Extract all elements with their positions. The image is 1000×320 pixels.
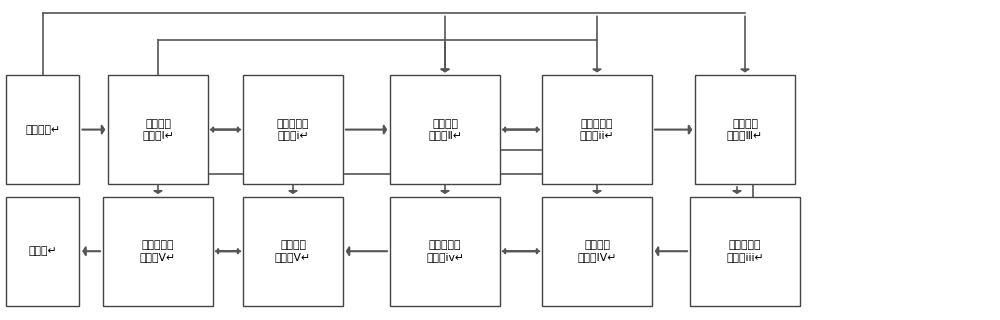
Text: 透光管式
反应器Ⅲ↵: 透光管式 反应器Ⅲ↵ (727, 119, 763, 140)
FancyBboxPatch shape (542, 75, 652, 184)
FancyBboxPatch shape (695, 75, 795, 184)
Text: 不透光管式
反应器iv↵: 不透光管式 反应器iv↵ (426, 240, 464, 262)
Text: 不透光管式
反应器ii↵: 不透光管式 反应器ii↵ (580, 119, 614, 140)
Text: 原水水箱↵: 原水水箱↵ (25, 124, 61, 135)
Text: 透光管式
反应器V↵: 透光管式 反应器V↵ (275, 240, 311, 262)
FancyBboxPatch shape (243, 197, 343, 306)
FancyBboxPatch shape (390, 75, 500, 184)
FancyBboxPatch shape (108, 75, 208, 184)
Text: 透光管式
反应器Ⅱ↵: 透光管式 反应器Ⅱ↵ (428, 119, 462, 140)
FancyBboxPatch shape (690, 197, 800, 306)
FancyBboxPatch shape (6, 75, 79, 184)
Text: 不透光管式
反应器i↵: 不透光管式 反应器i↵ (277, 119, 309, 140)
FancyBboxPatch shape (103, 197, 213, 306)
Text: 不透光管式
反应器V↵: 不透光管式 反应器V↵ (140, 240, 176, 262)
FancyBboxPatch shape (243, 75, 343, 184)
Text: 沉淠池↵: 沉淠池↵ (29, 246, 57, 256)
FancyBboxPatch shape (390, 197, 500, 306)
Text: 透光管式
反应器Ⅰ↵: 透光管式 反应器Ⅰ↵ (142, 119, 174, 140)
FancyBboxPatch shape (6, 197, 79, 306)
Text: 不透光管式
反应器iii↵: 不透光管式 反应器iii↵ (726, 240, 764, 262)
FancyBboxPatch shape (542, 197, 652, 306)
Text: 透光管式
反应器IV↵: 透光管式 反应器IV↵ (577, 240, 617, 262)
